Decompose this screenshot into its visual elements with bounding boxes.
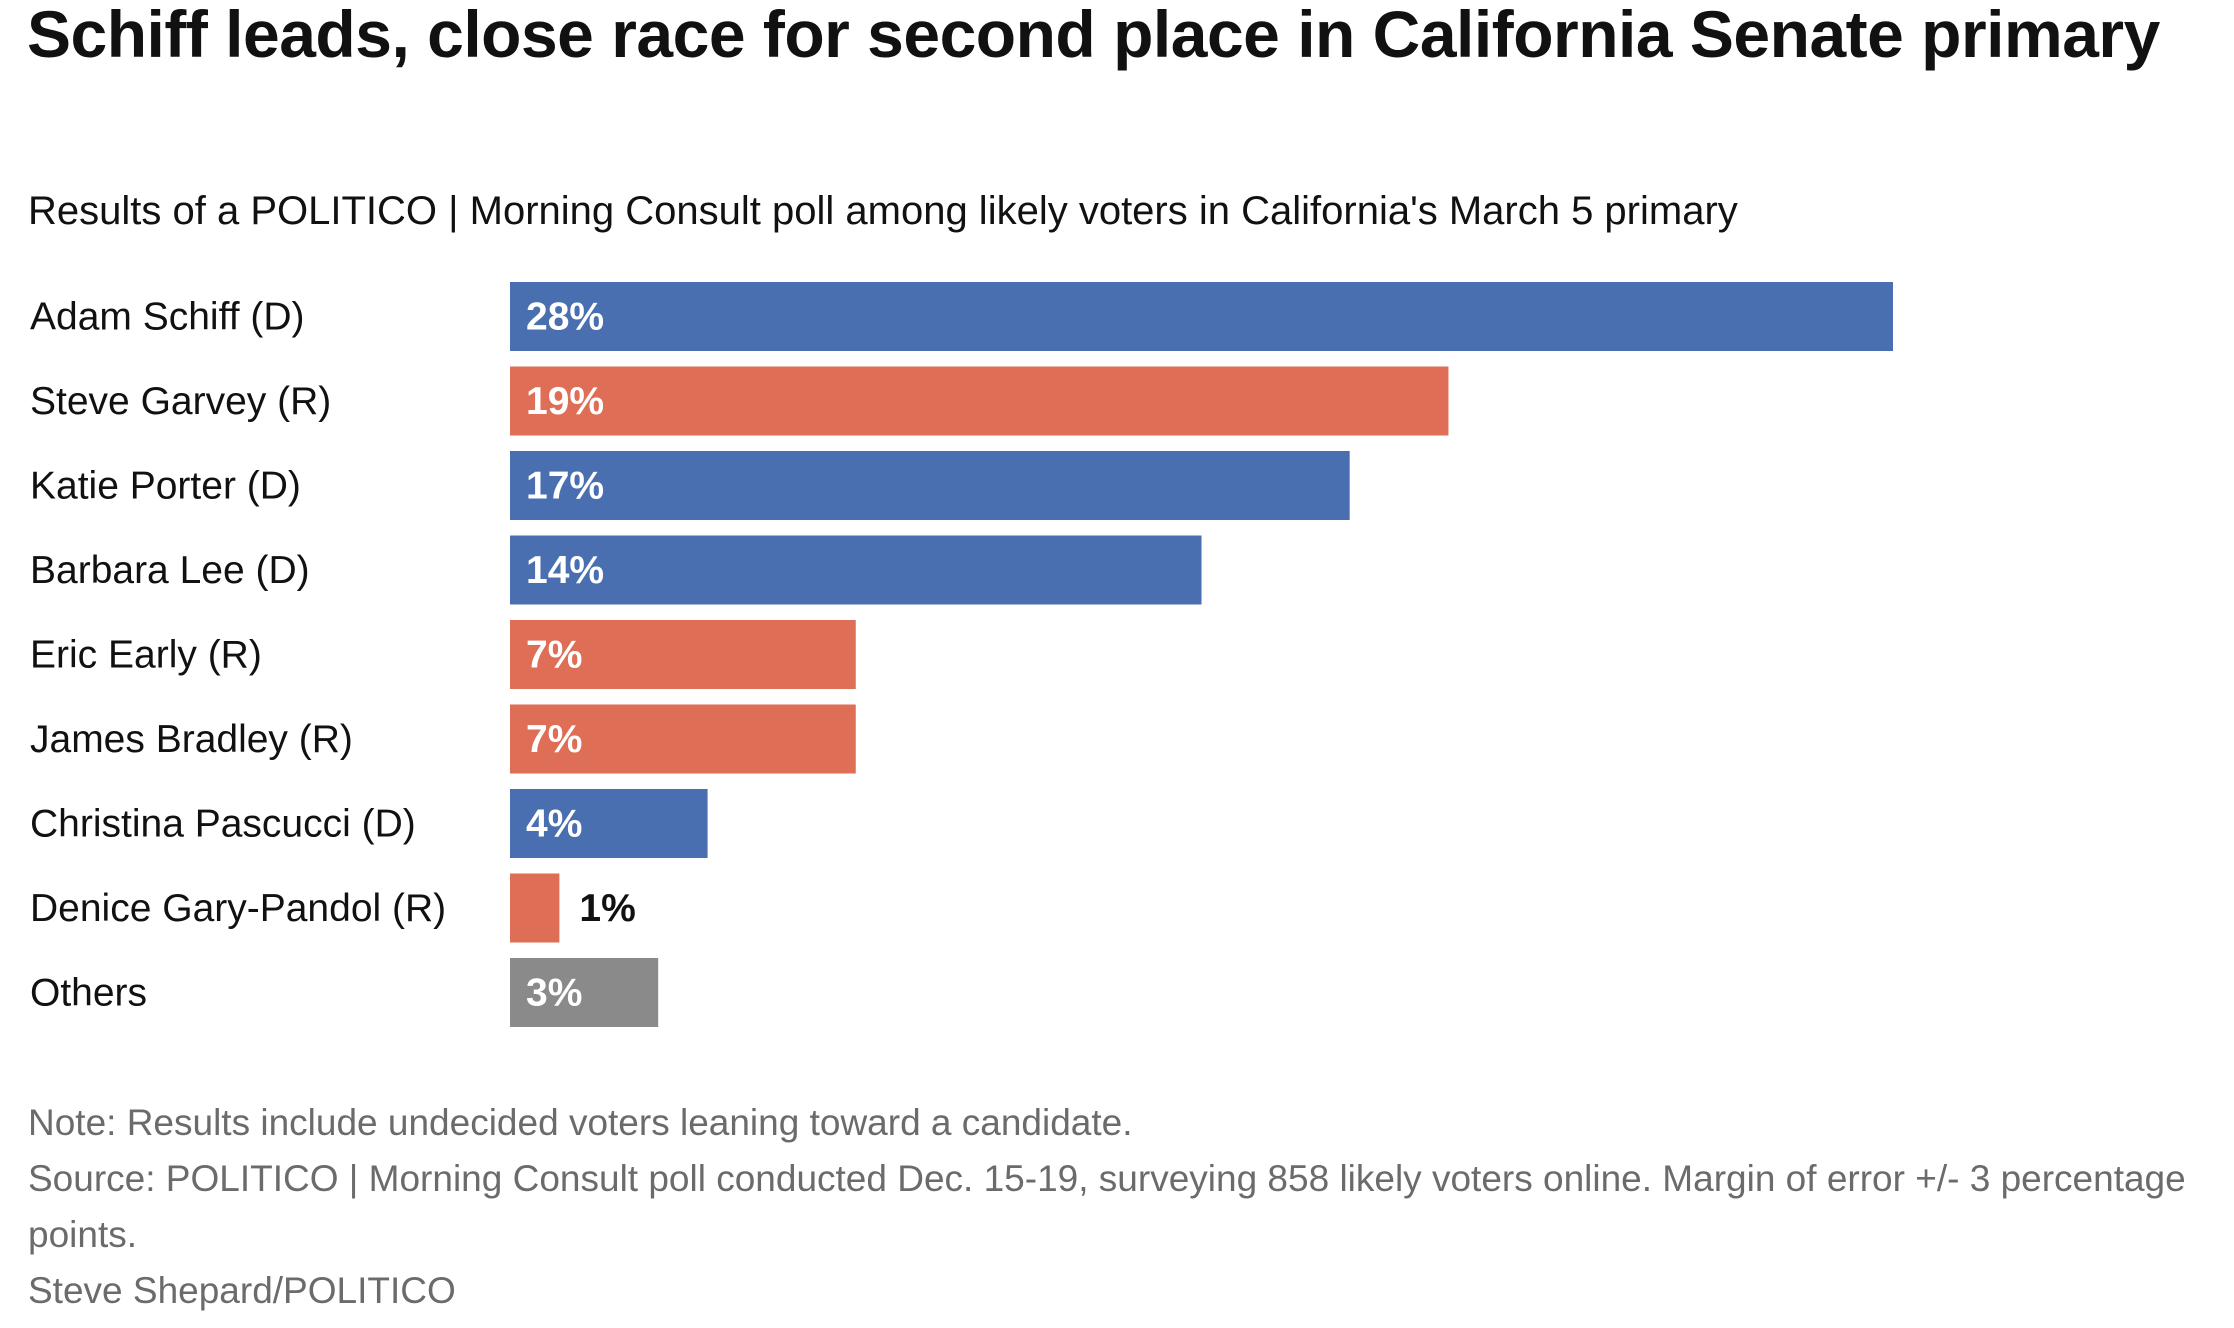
bar xyxy=(510,451,1350,520)
bar-row: Others 3% xyxy=(30,958,659,1027)
bar-row: James Bradley (R) 7% xyxy=(30,704,856,774)
category-label: Steve Garvey (R) xyxy=(30,380,331,423)
value-label: 7% xyxy=(526,634,582,677)
bar xyxy=(510,535,1202,605)
bar xyxy=(510,789,708,858)
chart-footer: Note: Results include undecided voters l… xyxy=(28,1095,2218,1319)
category-label: Barbara Lee (D) xyxy=(30,549,310,592)
bar-row: Christina Pascucci (D) 4% xyxy=(30,789,708,858)
footer-source: Source: POLITICO | Morning Consult poll … xyxy=(28,1158,2186,1255)
bar xyxy=(510,958,659,1027)
bar xyxy=(510,873,560,943)
bar-chart: Adam Schiff (D) 28% Steve Garvey (R) 19% Kat… xyxy=(30,282,1893,1027)
value-label: 1% xyxy=(579,887,635,930)
bar-row: Eric Early (R) 7% xyxy=(30,620,856,689)
category-label: James Bradley (R) xyxy=(30,718,353,761)
bar xyxy=(510,366,1449,436)
chart-title: Schiff leads, close race for second plac… xyxy=(27,0,2160,71)
value-label: 4% xyxy=(526,803,582,846)
value-label: 3% xyxy=(526,972,582,1015)
value-label: 28% xyxy=(526,296,604,339)
bar-row: Steve Garvey (R) 19% xyxy=(30,366,1449,436)
bar-row: Katie Porter (D) 17% xyxy=(30,451,1350,520)
value-label: 19% xyxy=(526,380,604,423)
category-label: Denice Gary-Pandol (R) xyxy=(30,887,446,930)
footer-credit: Steve Shepard/POLITICO xyxy=(28,1270,456,1311)
bar-row: Barbara Lee (D) 14% xyxy=(30,535,1202,605)
category-label: Eric Early (R) xyxy=(30,634,262,677)
value-label: 14% xyxy=(526,549,604,592)
bar xyxy=(510,620,856,689)
value-label: 7% xyxy=(526,718,582,761)
value-label: 17% xyxy=(526,465,604,508)
category-label: Christina Pascucci (D) xyxy=(30,803,416,846)
category-label: Adam Schiff (D) xyxy=(30,296,305,339)
bar-row: Adam Schiff (D) 28% xyxy=(30,282,1893,351)
bar xyxy=(510,282,1893,351)
category-label: Katie Porter (D) xyxy=(30,465,301,508)
bar xyxy=(510,704,856,774)
footer-note: Note: Results include undecided voters l… xyxy=(28,1102,1133,1143)
chart-subtitle: Results of a POLITICO | Morning Consult … xyxy=(28,189,1738,233)
bar-row: Denice Gary-Pandol (R) 1% xyxy=(30,873,636,943)
category-label: Others xyxy=(30,972,147,1015)
